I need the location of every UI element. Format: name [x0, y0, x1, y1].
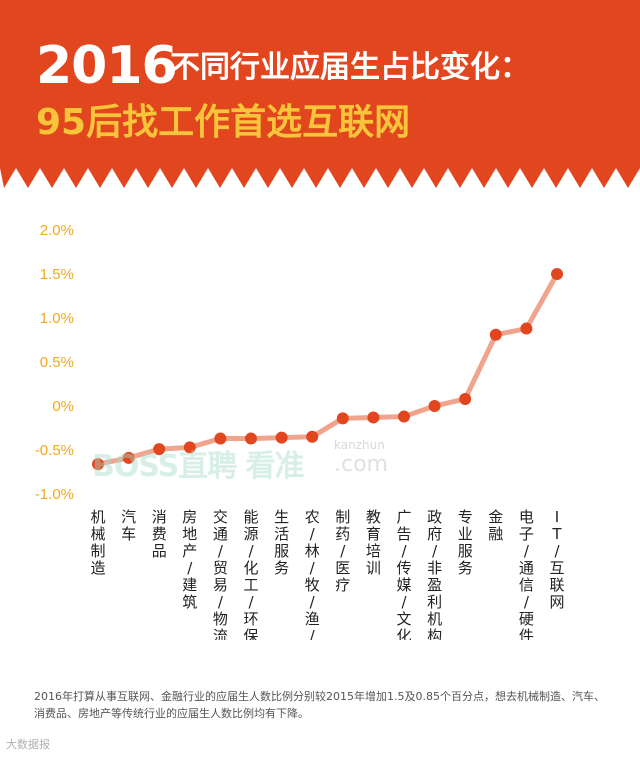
x-category-label: 政府/非盈利机构: [427, 508, 442, 640]
title-text: 不同行业应届生占比变化：: [170, 50, 530, 85]
x-category-label: 能源/化工/环保: [243, 508, 258, 640]
x-category-label: 教育培训: [366, 508, 381, 577]
source-label: 大数据报: [6, 738, 50, 751]
data-point: [306, 430, 319, 443]
chart-svg: 2.0% 1.5% 1.0% 0.5% 0% -0.5% -1.0% 机械制造 汽车 消费品房地产…: [35, 222, 565, 679]
data-point: [245, 432, 257, 445]
series-line: [97, 272, 560, 467]
x-category-label: 生活服务: [274, 508, 289, 577]
data-point: [214, 432, 227, 445]
data-point: [183, 441, 196, 454]
data-point: [367, 411, 380, 424]
data-point: [489, 328, 502, 341]
data-point: [428, 400, 441, 412]
watermark-com: .com: [334, 452, 388, 477]
data-point: [336, 412, 349, 425]
x-category-label: 消费品: [152, 508, 167, 560]
x-category-label: 交通/贸易/物流: [213, 508, 228, 640]
y-tick-label: 1.0%: [40, 310, 74, 327]
x-category-label: 电子/通信/硬件: [519, 508, 534, 640]
data-point: [398, 410, 410, 423]
footnote: 2016年打算从事互联网、金融行业的应届生人数比例分别较2015年增加1.5及0…: [34, 690, 605, 720]
x-category-label: 机械制造: [90, 508, 105, 577]
title-year: 2016: [36, 36, 178, 96]
x-category-label: 制药/医疗: [335, 508, 350, 594]
data-point: [459, 392, 472, 405]
data-point: [122, 451, 135, 464]
y-tick-label: 1.5%: [40, 266, 74, 283]
y-tick-label: 0.5%: [40, 354, 74, 371]
watermark-logo: BOSS直聘 看准: [92, 449, 305, 484]
line-chart: 2.0% 1.5% 1.0% 0.5% 0% -0.5% -1.0% 机械制造 汽车 消费品 房地产…: [0, 200, 640, 679]
y-tick-label: 2.0%: [40, 222, 74, 239]
x-category-label: 专业服务: [458, 508, 473, 577]
x-category-label: 农/林/牧/渔/其他: [305, 508, 320, 640]
y-tick-label: 0%: [52, 398, 74, 415]
data-point: [92, 458, 104, 471]
x-category-label: 房地产/建筑: [182, 508, 197, 611]
x-category-label: 汽车: [121, 508, 136, 543]
watermark-small: kanzhun: [334, 438, 385, 452]
subtitle: 95后找工作首选互联网: [36, 102, 411, 143]
x-category-label: I T/互联网: [549, 508, 564, 611]
banner-background: [0, 0, 640, 188]
header-banner: 2016 不同行业应届生占比变化： 95后找工作首选互联网: [0, 0, 640, 190]
y-tick-label: -1.0%: [35, 486, 74, 503]
data-point: [275, 431, 288, 444]
data-point: [520, 322, 533, 335]
x-category-label: 广告/传媒/文化: [396, 508, 411, 640]
data-point: [153, 443, 166, 456]
data-point: [551, 268, 563, 280]
y-tick-label: -0.5%: [35, 442, 74, 459]
x-category-label: 金融: [488, 508, 503, 543]
